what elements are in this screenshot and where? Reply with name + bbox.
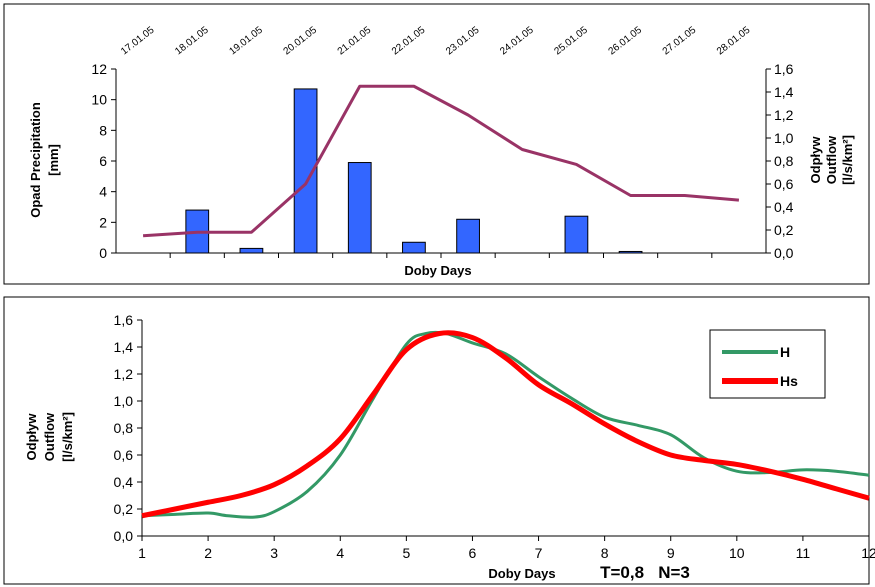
- bottom-y-tick-label: 1,4: [114, 339, 134, 355]
- precipitation-bar: [347, 162, 372, 254]
- top-y-left-tick-label: 8: [99, 122, 107, 138]
- bottom-x-tick-label: 8: [601, 545, 609, 561]
- bottom-x-tick-label: 2: [204, 545, 212, 561]
- top-y-right-tick-label: 0,6: [774, 176, 794, 192]
- top-x-label: Doby Days: [404, 263, 471, 278]
- top-y-left-tick-label: 12: [91, 61, 107, 77]
- outflow-line: [142, 84, 740, 238]
- top-y-right-tick-label: 0,4: [774, 199, 794, 215]
- top-y-right-tick-label: 0,2: [774, 222, 794, 238]
- legend-label-h: H: [780, 344, 790, 360]
- precipitation-bar: [456, 218, 480, 254]
- top-chart-frame: [3, 3, 870, 285]
- bottom-y-label-2: Outflow: [42, 412, 57, 461]
- bottom-y-tick-label: 0,2: [114, 501, 134, 517]
- top-y-left-unit: [mm]: [46, 144, 61, 176]
- top-y-right-label-1: Odpływ: [808, 136, 823, 184]
- bottom-y-label-1: Odpływ: [24, 413, 39, 461]
- top-y-right-tick-label: 1,6: [774, 61, 794, 77]
- precipitation-bar: [293, 88, 318, 254]
- bottom-x-label: Doby Days: [488, 566, 555, 581]
- bottom-y-tick-label: 1,2: [114, 366, 134, 382]
- top-y-left-label: Opad Precipitation: [28, 102, 43, 218]
- precipitation-bar: [402, 241, 426, 254]
- bottom-x-tick-label: 1: [138, 545, 146, 561]
- top-y-left-tick-label: 2: [99, 214, 107, 230]
- bottom-x-tick-label: 3: [270, 545, 278, 561]
- top-y-right-label-2: Outflow: [824, 135, 839, 184]
- top-y-left-tick-label: 6: [99, 153, 107, 169]
- bottom-x-tick-label: 7: [535, 545, 543, 561]
- legend-box: [709, 329, 826, 399]
- bottom-y-unit: [l/s/km²]: [60, 412, 75, 462]
- precipitation-bar: [618, 250, 643, 254]
- bottom-x-tick-label: 9: [667, 545, 675, 561]
- top-y-left-tick-label: 10: [91, 92, 107, 108]
- precipitation-bar: [564, 215, 589, 254]
- top-y-right-tick-label: 1,0: [774, 130, 794, 146]
- bottom-x-tick-label: 10: [729, 545, 745, 561]
- bottom-y-tick-label: 1,6: [114, 312, 134, 328]
- bottom-y-tick-label: 0,6: [114, 447, 134, 463]
- legend: H Hs: [709, 329, 826, 399]
- bottom-x-tick-label: 5: [402, 545, 410, 561]
- bottom-x-tick-label: 4: [336, 545, 344, 561]
- series-h-line: [141, 330, 870, 519]
- bottom-x-tick-label: 11: [796, 545, 811, 561]
- top-y-right-tick-label: 0,8: [774, 153, 794, 169]
- bottom-y-tick-label: 1,0: [114, 393, 134, 409]
- bottom-y-tick-label: 0,0: [114, 528, 134, 544]
- top-y-right-unit: [l/s/km²]: [840, 135, 855, 185]
- top-y-right-tick-label: 0,0: [774, 245, 794, 261]
- bottom-x-tick-label: 12: [861, 545, 875, 561]
- model-parameters-annotation: T=0,8 N=3: [600, 563, 690, 582]
- bottom-y-tick-label: 0,8: [114, 420, 134, 436]
- precipitation-bar: [239, 247, 264, 254]
- top-y-right-tick-label: 1,4: [774, 84, 794, 100]
- legend-label-hs: Hs: [780, 373, 798, 389]
- bottom-y-tick-label: 0,4: [114, 474, 134, 490]
- top-y-left-tick-label: 4: [99, 184, 107, 200]
- bottom-x-tick-label: 6: [469, 545, 477, 561]
- series-hs-line: [141, 330, 870, 519]
- top-y-right-tick-label: 1,2: [774, 107, 794, 123]
- top-y-left-tick-label: 0: [99, 245, 107, 261]
